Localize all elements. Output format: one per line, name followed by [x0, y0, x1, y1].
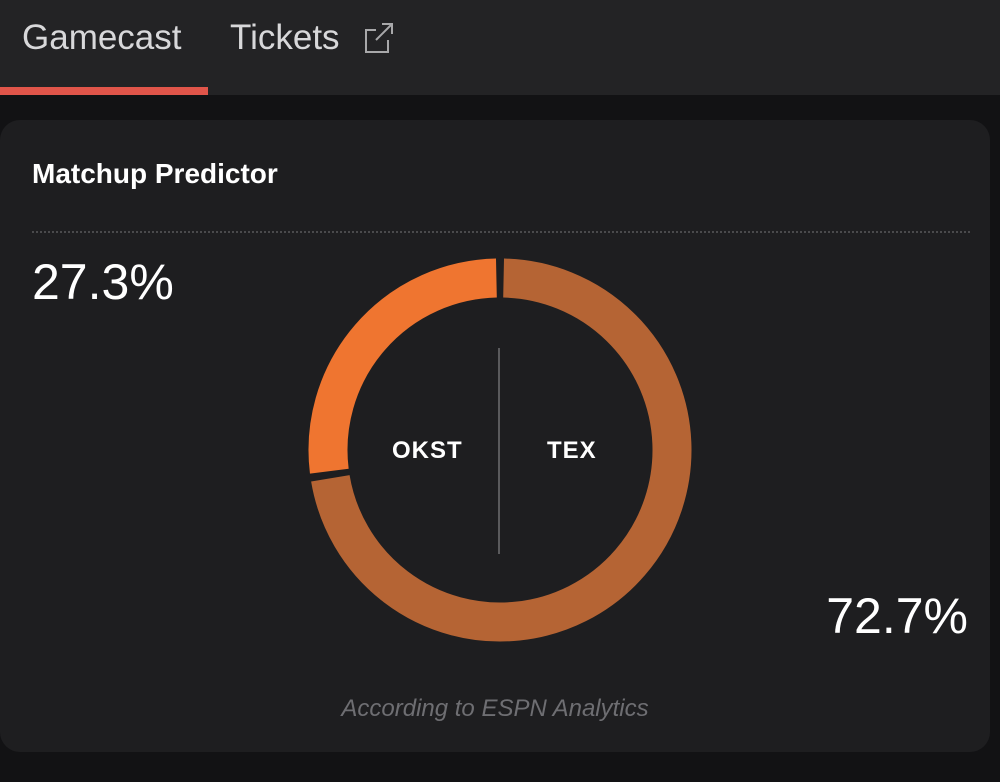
- tab-bar: Gamecast Tickets: [0, 0, 1000, 95]
- donut-segment-tex: [311, 258, 692, 642]
- active-tab-indicator: [0, 87, 208, 95]
- footer-attribution: According to ESPN Analytics: [341, 695, 649, 722]
- matchup-predictor-card: Matchup Predictor 27.3% 72.7% OKST TEX A…: [0, 120, 990, 752]
- tex-win-probability: 72.7%: [826, 588, 968, 644]
- team-label-okst: OKST: [392, 437, 463, 464]
- card-title: Matchup Predictor: [32, 158, 278, 189]
- okst-win-probability: 27.3%: [32, 254, 174, 310]
- tab-tickets[interactable]: Tickets: [230, 18, 340, 57]
- divider: [32, 231, 970, 233]
- win-probability-donut: [308, 258, 692, 642]
- external-link-icon[interactable]: [362, 22, 394, 54]
- tab-gamecast[interactable]: Gamecast: [22, 18, 182, 57]
- team-label-tex: TEX: [547, 437, 597, 464]
- donut-segment-okst: [308, 258, 498, 474]
